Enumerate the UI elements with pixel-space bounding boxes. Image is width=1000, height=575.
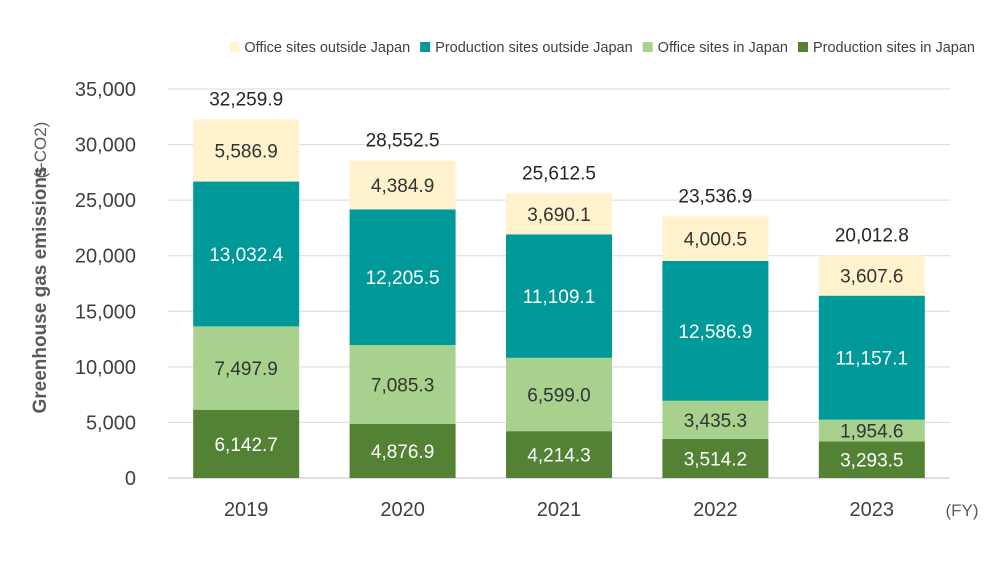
bar-segment	[349, 423, 456, 478]
legend-label: Production sites outside Japan	[435, 40, 633, 56]
x-tick-label: 2023	[850, 499, 895, 521]
bar-segment	[193, 181, 300, 327]
bar-segment	[818, 295, 925, 420]
bar-segment	[506, 234, 612, 358]
segment-value-label: 1,954.6	[840, 422, 903, 443]
x-axis-ticks: 2019 2020 2021 2022 2023	[224, 499, 894, 521]
x-tick-label: 2021	[537, 499, 582, 521]
legend-label: Office sites outside Japan	[244, 40, 410, 56]
segment-value-label: 7,497.9	[214, 359, 277, 380]
bar-segment	[349, 160, 456, 210]
bar-segment	[193, 326, 300, 410]
segment-value-label: 12,586.9	[678, 322, 752, 343]
segment-value-label: 6,599.0	[527, 385, 590, 406]
segment-value-label: 3,607.6	[840, 267, 903, 288]
segment-value-label: 7,085.3	[371, 375, 434, 396]
segment-value-label: 3,435.3	[684, 411, 747, 432]
x-tick-label: 2019	[224, 499, 269, 521]
legend-label: Office sites in Japan	[658, 40, 788, 56]
segment-value-label: 11,157.1	[836, 349, 909, 370]
y-tick-label: 5,000	[86, 412, 136, 434]
y-tick-label: 15,000	[75, 301, 136, 323]
x-axis-label: (FY)	[945, 501, 978, 520]
segment-value-label: 11,109.1	[523, 287, 596, 308]
total-value-label: 20,012.8	[835, 226, 909, 247]
y-tick-label: 35,000	[75, 79, 136, 101]
bar-segment	[662, 260, 769, 401]
segment-value-label: 4,876.9	[371, 442, 434, 463]
segment-value-label: 4,214.3	[527, 446, 590, 467]
legend-swatch	[642, 42, 653, 52]
y-axis-label: Greenhouse gas emissions	[30, 166, 51, 413]
bar-segment	[506, 431, 612, 478]
total-value-label: 28,552.5	[366, 131, 440, 152]
x-tick-label: 2020	[380, 499, 425, 521]
legend-swatch	[420, 42, 431, 52]
bars	[193, 119, 925, 478]
segment-value-label: 6,142.7	[214, 435, 277, 456]
bar-segment	[818, 419, 925, 442]
total-value-label: 23,536.9	[678, 186, 752, 207]
y-tick-label: 25,000	[75, 190, 136, 212]
segment-value-label: 3,514.2	[684, 449, 747, 470]
segment-value-label: 12,205.5	[366, 268, 440, 289]
legend-label: Production sites in Japan	[813, 40, 975, 56]
total-value-label: 32,259.9	[209, 89, 283, 110]
legend-swatch	[797, 42, 808, 52]
segment-value-label: 4,384.9	[371, 176, 434, 197]
y-tick-label: 0	[125, 468, 136, 490]
total-value-label: 25,612.5	[522, 163, 596, 184]
y-tick-label: 10,000	[75, 357, 136, 379]
x-tick-label: 2022	[693, 499, 738, 521]
bar-segment	[193, 119, 300, 182]
bar-segment	[506, 357, 612, 432]
legend-swatch	[229, 42, 240, 52]
segment-value-label: 3,293.5	[840, 451, 903, 472]
bar-segment	[193, 409, 300, 478]
bar-segment	[662, 216, 769, 261]
segment-value-label: 4,000.5	[684, 230, 747, 251]
legend: Office sites outside Japan Production sit…	[229, 40, 975, 56]
bar-segment	[349, 345, 456, 424]
y-axis-unit: (t-CO2)	[31, 122, 50, 179]
segment-value-label: 13,032.4	[209, 245, 283, 266]
data-labels: 6,142.7 7,497.9 13,032.4 5,586.9 32,259.9 4,8…	[209, 89, 909, 471]
y-axis-title: Greenhouse gas emissions	[30, 166, 51, 413]
y-tick-label: 30,000	[75, 135, 136, 157]
bar-segment	[818, 255, 925, 296]
bar-segment	[506, 193, 612, 235]
segment-value-label: 3,690.1	[527, 205, 590, 226]
bar-segment	[662, 438, 769, 478]
bar-segment	[818, 441, 925, 478]
y-axis-ticks: 0 5,000 10,000 15,000 20,000 25,000 30,000 35,0…	[75, 79, 136, 490]
bar-segment	[662, 400, 769, 439]
y-tick-label: 20,000	[75, 246, 136, 268]
bar-segment	[349, 209, 456, 346]
segment-value-label: 5,586.9	[214, 142, 277, 163]
